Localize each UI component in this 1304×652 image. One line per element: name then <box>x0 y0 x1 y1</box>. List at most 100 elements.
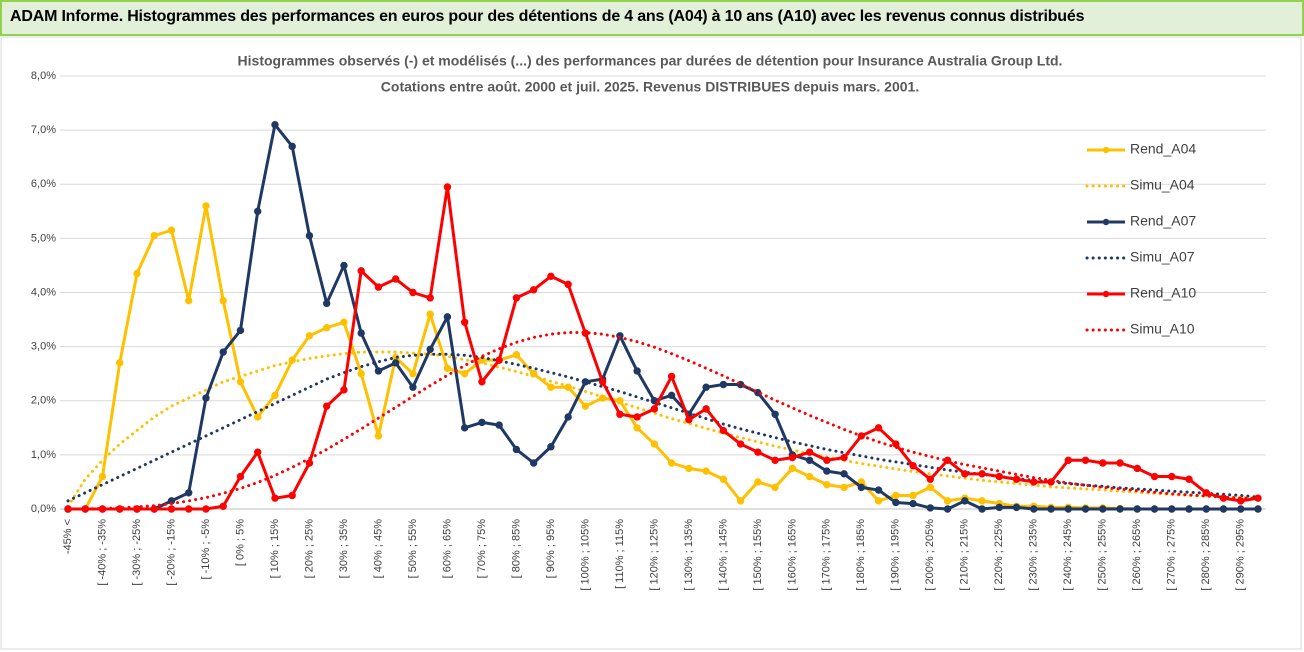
series-line <box>66 352 1260 503</box>
point <box>374 432 383 440</box>
point <box>1030 505 1038 513</box>
point <box>443 313 452 321</box>
point <box>771 410 779 418</box>
point <box>116 359 124 367</box>
point <box>892 491 900 500</box>
point <box>633 424 641 432</box>
legend-label: Simu_A04 <box>1130 177 1195 193</box>
point <box>219 502 227 510</box>
chart-title: Histogrammes observés (-) et modélisés (… <box>238 53 1063 69</box>
point <box>167 505 176 513</box>
point <box>409 288 417 297</box>
point <box>702 383 710 391</box>
point <box>236 472 245 481</box>
point <box>926 483 935 492</box>
point <box>185 505 193 513</box>
x-tick-label: [ 210% ; 215% <box>959 519 971 591</box>
x-tick-label: [ -10% ; -5% <box>200 519 212 580</box>
point <box>995 472 1004 481</box>
x-tick-label: [ 50% ; 55% <box>407 519 419 579</box>
point <box>1219 505 1228 513</box>
point <box>874 424 883 432</box>
point <box>1116 459 1124 467</box>
x-tick-label: [ 140% ; 145% <box>717 519 729 591</box>
point <box>185 296 193 305</box>
point <box>254 207 262 216</box>
point <box>1133 505 1141 513</box>
chart-frame <box>0 36 1302 650</box>
point <box>409 369 417 378</box>
point <box>926 475 935 483</box>
point <box>909 491 917 500</box>
point <box>702 467 710 475</box>
point <box>1064 456 1072 464</box>
point <box>391 275 400 283</box>
point <box>288 142 296 151</box>
point <box>512 351 521 359</box>
point <box>1237 505 1245 513</box>
point <box>788 453 797 462</box>
point <box>426 294 434 302</box>
point <box>236 378 245 386</box>
point <box>719 475 728 483</box>
point <box>133 269 141 278</box>
point <box>340 386 348 394</box>
legend-label: Rend_A10 <box>1130 285 1196 301</box>
series-line <box>68 123 1258 511</box>
y-tick-label: 0,0% <box>31 503 56 515</box>
point <box>805 472 814 481</box>
point <box>254 448 262 456</box>
x-tick-label: [ -30% ; -25% <box>131 519 143 586</box>
point <box>943 497 952 505</box>
y-tick-label: 3,0% <box>31 341 56 353</box>
x-tick-label: -45% < <box>62 519 74 554</box>
point <box>1150 472 1159 481</box>
point <box>374 367 383 375</box>
point <box>460 369 469 378</box>
legend-label: Rend_A04 <box>1130 141 1196 157</box>
point <box>633 367 641 375</box>
point <box>805 456 814 464</box>
point <box>322 323 331 332</box>
x-tick-label: [ 100% ; 105% <box>579 519 591 591</box>
point <box>1081 456 1090 464</box>
point <box>702 405 710 413</box>
point <box>443 183 452 191</box>
point <box>391 359 400 367</box>
point <box>512 294 521 302</box>
x-tick-label: [ 200% ; 205% <box>924 519 936 591</box>
point <box>271 494 279 502</box>
x-tick-label: [ 190% ; 195% <box>890 519 902 591</box>
y-tick-label: 4,0% <box>31 286 56 298</box>
x-tick-label: [ 60% ; 65% <box>441 519 453 579</box>
point <box>478 378 486 386</box>
point <box>512 445 521 454</box>
point <box>305 459 314 467</box>
x-tick-label: [ 250% ; 255% <box>1097 519 1109 591</box>
point <box>978 470 986 478</box>
point <box>1254 505 1262 513</box>
point <box>322 402 331 410</box>
point <box>754 448 762 456</box>
point <box>202 505 210 513</box>
legend-marker <box>1102 218 1110 226</box>
point <box>978 497 986 505</box>
x-tick-label: [ 70% ; 75% <box>476 519 488 579</box>
point <box>340 318 348 326</box>
point <box>1168 505 1176 513</box>
point <box>98 472 107 481</box>
legend-marker <box>1102 290 1110 298</box>
point <box>1133 464 1141 473</box>
x-tick-label: [ 40% ; 45% <box>372 519 384 579</box>
point <box>374 283 383 291</box>
x-tick-label: [ 280% ; 285% <box>1200 519 1212 591</box>
point <box>719 426 728 435</box>
y-tick-label: 8,0% <box>31 70 56 82</box>
x-tick-label: [ 160% ; 165% <box>786 519 798 591</box>
point <box>943 505 952 513</box>
point <box>667 372 676 381</box>
point <box>547 383 555 391</box>
point <box>1030 478 1038 486</box>
x-tick-label: [ 90% ; 95% <box>545 519 557 579</box>
